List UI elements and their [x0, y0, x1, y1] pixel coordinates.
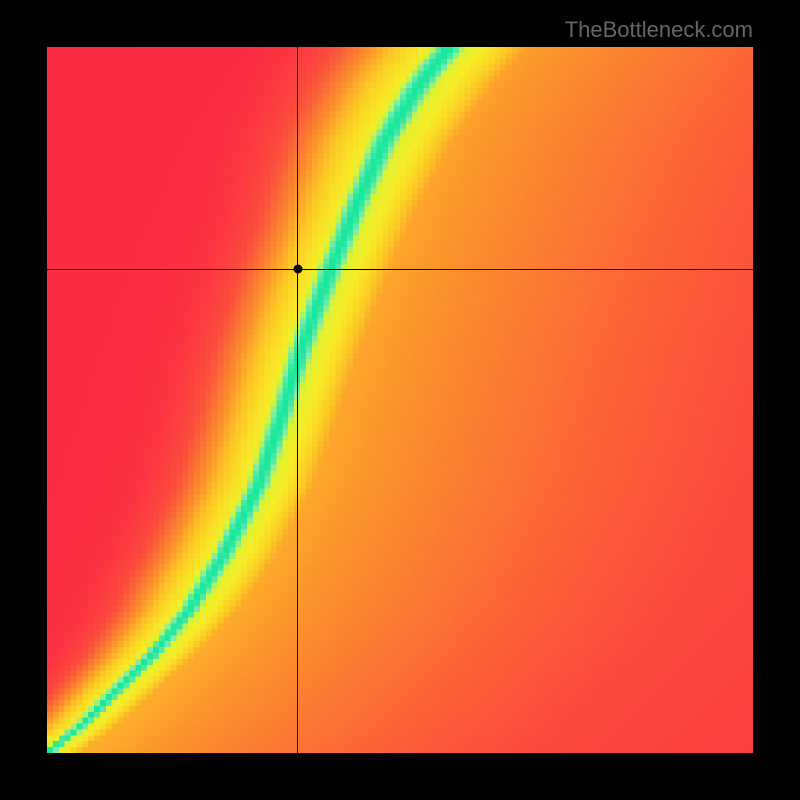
- crosshair-horizontal-line: [47, 269, 753, 270]
- watermark-text: TheBottleneck.com: [565, 17, 753, 43]
- crosshair-vertical-line: [297, 47, 298, 753]
- figure-root: TheBottleneck.com: [0, 0, 800, 800]
- crosshair-marker-dot: [293, 265, 302, 274]
- bottleneck-heatmap: [47, 47, 753, 753]
